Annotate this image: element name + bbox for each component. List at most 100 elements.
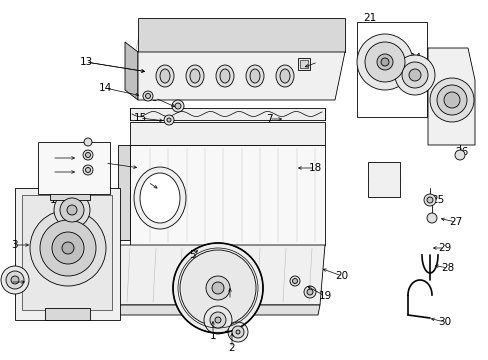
Circle shape <box>292 279 297 284</box>
Text: 30: 30 <box>438 317 450 327</box>
Ellipse shape <box>216 65 234 87</box>
Circle shape <box>401 62 427 88</box>
Circle shape <box>227 322 247 342</box>
Text: 6: 6 <box>7 277 13 287</box>
Circle shape <box>145 94 150 99</box>
Polygon shape <box>125 42 138 100</box>
Ellipse shape <box>245 65 264 87</box>
Text: 26: 26 <box>454 147 468 157</box>
Circle shape <box>52 232 84 264</box>
Ellipse shape <box>160 69 170 83</box>
Circle shape <box>364 42 404 82</box>
Text: 21: 21 <box>363 13 376 23</box>
Text: 17: 17 <box>223 295 236 305</box>
Bar <box>50 188 90 200</box>
Text: 11: 11 <box>45 153 59 163</box>
Text: 22: 22 <box>383 35 396 45</box>
Circle shape <box>1 266 29 294</box>
Polygon shape <box>118 245 325 305</box>
Circle shape <box>209 312 225 328</box>
Circle shape <box>304 286 315 298</box>
Bar <box>38 142 110 194</box>
Circle shape <box>215 317 221 323</box>
Text: 10: 10 <box>49 195 62 205</box>
Text: 1: 1 <box>209 331 216 341</box>
Circle shape <box>236 330 240 334</box>
Circle shape <box>30 210 106 286</box>
Circle shape <box>289 276 299 286</box>
Text: 7: 7 <box>265 114 272 124</box>
Text: 13: 13 <box>79 57 92 67</box>
Bar <box>367 162 399 197</box>
Circle shape <box>212 282 224 294</box>
Circle shape <box>84 138 92 146</box>
Ellipse shape <box>190 69 200 83</box>
Circle shape <box>426 213 436 223</box>
Polygon shape <box>118 145 130 240</box>
Circle shape <box>54 192 90 228</box>
Text: 16: 16 <box>311 57 324 67</box>
Circle shape <box>380 58 388 66</box>
Bar <box>297 58 309 70</box>
Text: 4: 4 <box>144 177 151 187</box>
Polygon shape <box>118 305 319 315</box>
Circle shape <box>167 118 171 122</box>
Circle shape <box>443 92 459 108</box>
Circle shape <box>394 55 434 95</box>
Polygon shape <box>427 48 474 145</box>
Circle shape <box>11 276 19 284</box>
Polygon shape <box>138 52 345 100</box>
Circle shape <box>67 205 77 215</box>
Ellipse shape <box>156 65 174 87</box>
Bar <box>45 308 90 320</box>
Polygon shape <box>130 122 325 145</box>
Text: 8: 8 <box>102 158 108 168</box>
Text: 5: 5 <box>189 250 196 260</box>
Circle shape <box>180 250 256 326</box>
Polygon shape <box>130 145 325 245</box>
Bar <box>299 60 307 68</box>
Bar <box>130 108 325 120</box>
Ellipse shape <box>220 69 229 83</box>
Ellipse shape <box>280 69 289 83</box>
Ellipse shape <box>134 167 185 229</box>
Text: 28: 28 <box>441 263 454 273</box>
Circle shape <box>203 306 231 334</box>
Circle shape <box>306 289 312 295</box>
Circle shape <box>426 197 432 203</box>
Text: 9: 9 <box>151 93 158 103</box>
Text: 23: 23 <box>378 187 391 197</box>
Text: 15: 15 <box>133 113 146 123</box>
Text: 20: 20 <box>335 271 348 281</box>
Circle shape <box>376 54 392 70</box>
Bar <box>356 22 426 117</box>
Circle shape <box>85 153 90 158</box>
Circle shape <box>423 194 435 206</box>
Circle shape <box>436 85 466 115</box>
Circle shape <box>83 150 93 160</box>
Circle shape <box>62 242 74 254</box>
Ellipse shape <box>140 173 180 223</box>
Circle shape <box>205 276 229 300</box>
Circle shape <box>408 69 420 81</box>
Circle shape <box>85 167 90 172</box>
Circle shape <box>175 103 181 109</box>
Circle shape <box>172 100 183 112</box>
Polygon shape <box>138 18 345 52</box>
Circle shape <box>163 115 174 125</box>
Text: 29: 29 <box>437 243 451 253</box>
Circle shape <box>83 165 93 175</box>
Circle shape <box>142 91 153 101</box>
Circle shape <box>40 220 96 276</box>
Text: 14: 14 <box>98 83 111 93</box>
Text: 19: 19 <box>318 291 331 301</box>
Circle shape <box>231 326 244 338</box>
Circle shape <box>429 78 473 122</box>
Text: 2: 2 <box>228 343 235 353</box>
Circle shape <box>454 150 464 160</box>
Text: 24: 24 <box>407 53 421 63</box>
Text: 25: 25 <box>430 195 444 205</box>
Text: 27: 27 <box>448 217 462 227</box>
Circle shape <box>60 198 84 222</box>
Text: 12: 12 <box>45 167 59 177</box>
